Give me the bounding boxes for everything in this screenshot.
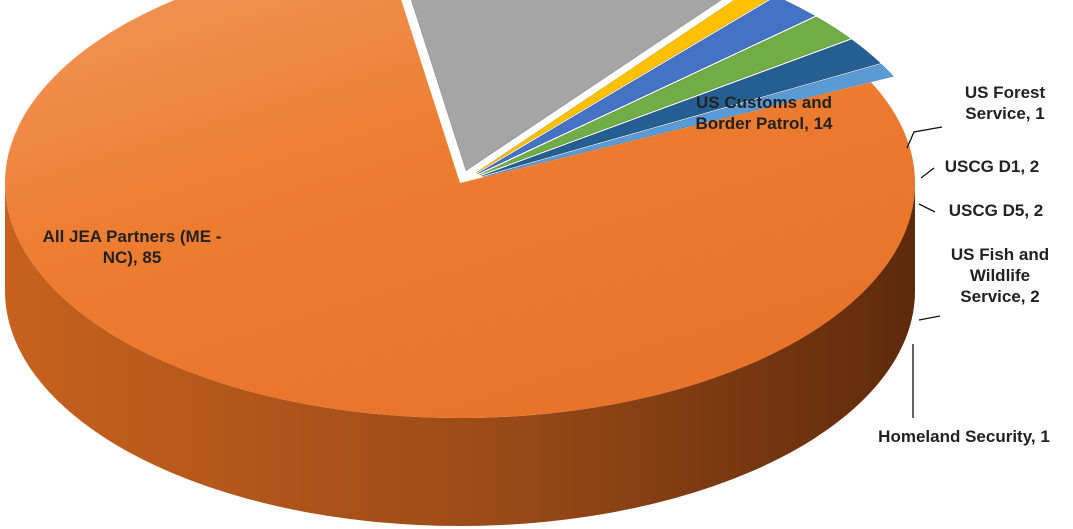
slices-layer xyxy=(5,0,915,526)
data-label-line: US Customs and xyxy=(696,93,832,112)
data-label-line: Service, 2 xyxy=(960,287,1039,306)
data-label-line: Wildlife xyxy=(970,266,1030,285)
data-label-line: All JEA Partners (ME - xyxy=(43,227,222,246)
data-label-line: NC), 85 xyxy=(103,248,162,267)
leader-line-uscg-d1 xyxy=(920,167,935,179)
pie-slice-uscg-d1 xyxy=(477,0,816,175)
data-label-us-fish-and-wildlife-service: US Fish and Wildlife Service, 2 xyxy=(951,245,1049,306)
leader-line-uscg-d5 xyxy=(918,203,936,213)
data-label-uscg-d5: USCG D5, 2 xyxy=(949,201,1043,220)
leader-line-us-forest-service xyxy=(906,126,943,149)
pie-slice-us-customs-and-border-patrol xyxy=(411,0,722,171)
data-label-all-jea-partners-me-nc: All JEA Partners (ME - NC), 85 xyxy=(43,227,222,267)
data-label-line: Service, 1 xyxy=(965,104,1044,123)
data-label-line: USCG D5, 2 xyxy=(949,201,1043,220)
data-label-us-forest-service: US Forest Service, 1 xyxy=(965,83,1046,123)
data-label-line: Border Patrol, 14 xyxy=(696,114,834,133)
data-label-line: US Forest xyxy=(965,83,1046,102)
pie-slice-us-fish-and-wildlife-service xyxy=(481,39,881,177)
leader-line-us-fish-and-wildlife-service xyxy=(918,315,941,321)
labels-layer: All JEA Partners (ME - NC), 85 US Customs … xyxy=(43,83,1050,446)
data-label-uscg-d1: USCG D1, 2 xyxy=(945,157,1039,176)
pie-slice-uscg-d5 xyxy=(479,16,851,176)
data-label-line: Homeland Security, 1 xyxy=(878,427,1050,446)
pie-slice-all-jea-partners-me-nc xyxy=(5,0,915,418)
data-label-homeland-security: Homeland Security, 1 xyxy=(878,427,1050,446)
pie-slice-side-all-jea-partners-me-nc xyxy=(5,183,915,526)
data-label-line: USCG D1, 2 xyxy=(945,157,1039,176)
data-label-line: US Fish and xyxy=(951,245,1049,264)
pie-slice-homeland-security xyxy=(482,63,894,178)
data-label-us-customs-and-border-patrol: US Customs and Border Patrol, 14 xyxy=(696,93,834,133)
